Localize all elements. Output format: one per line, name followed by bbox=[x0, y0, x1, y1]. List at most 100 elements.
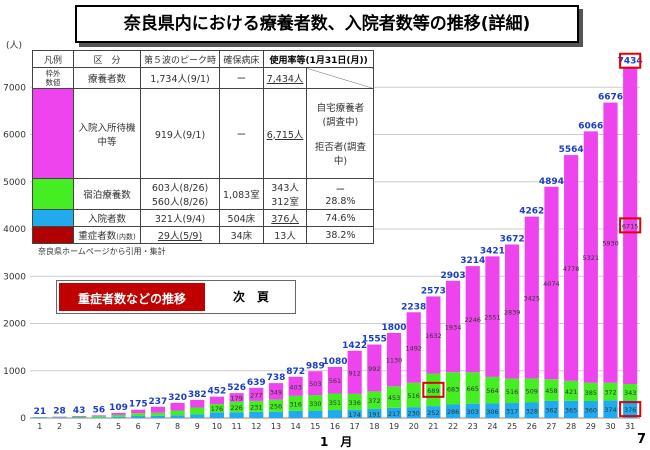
total-value-label: 5564 bbox=[559, 145, 584, 155]
bar-segment-green bbox=[327, 393, 343, 411]
beds-cell: 1,083室 bbox=[219, 178, 264, 210]
bar-segment-green bbox=[150, 412, 165, 416]
segment-value-label: 372 bbox=[368, 397, 380, 405]
legend-table: 凡例 区 分 第５波のピーク時 確保病床 使用率等(1月31日(月)) 枠外 数値… bbox=[32, 50, 375, 244]
bar-segment-blue bbox=[485, 403, 500, 418]
y-tick-label: 5000 bbox=[3, 178, 26, 188]
x-tick-label: 9 bbox=[195, 422, 200, 431]
segment-value-label: 385 bbox=[585, 389, 597, 397]
bar-segment-green bbox=[367, 391, 382, 409]
next-page-button[interactable]: 次 頁 bbox=[232, 290, 269, 304]
beds-cell: 504床 bbox=[219, 209, 264, 227]
bar-segment-blue bbox=[327, 410, 343, 418]
usage-cell: 7,434人 bbox=[262, 67, 308, 89]
bar-segment-green bbox=[131, 413, 146, 416]
segment-value-label: 217 bbox=[388, 410, 400, 418]
x-tick-label: 3 bbox=[77, 422, 82, 431]
segment-value-label: 330 bbox=[309, 400, 321, 408]
total-value-label: 1422 bbox=[342, 341, 367, 351]
total-value-label: 6676 bbox=[598, 93, 623, 103]
peak-header-col: 第５波のピーク時 bbox=[139, 50, 221, 68]
x-tick-label: 10 bbox=[212, 422, 222, 431]
rate-cell: 74.6% bbox=[306, 209, 375, 227]
y-tick-label: 0 bbox=[20, 414, 26, 424]
total-value-label: 4894 bbox=[539, 177, 564, 187]
segment-value-label: 365 bbox=[565, 406, 577, 414]
y-axis-unit: (人) bbox=[6, 41, 23, 51]
x-tick-label: 28 bbox=[566, 422, 576, 431]
segment-value-label: 3425 bbox=[524, 295, 541, 303]
bar-segment-blue bbox=[465, 403, 480, 418]
bar-segment-green bbox=[406, 382, 421, 408]
segment-value-label: 179 bbox=[230, 394, 242, 402]
bar-segment-pink bbox=[150, 406, 165, 413]
x-tick-label: 18 bbox=[369, 422, 379, 431]
segment-value-label: 503 bbox=[309, 380, 321, 388]
x-tick-label: 27 bbox=[546, 422, 556, 431]
bar-segment-pink bbox=[268, 383, 284, 400]
total-value-label: 872 bbox=[286, 367, 305, 377]
bar-segment-pink bbox=[229, 393, 244, 402]
x-tick-label: 7 bbox=[155, 422, 160, 431]
segment-value-label: 374 bbox=[604, 406, 616, 414]
total-value-label: 2238 bbox=[401, 302, 426, 312]
beds-cell: 34床 bbox=[219, 226, 264, 244]
segment-value-label: 689 bbox=[427, 387, 439, 395]
bar-segment-green bbox=[91, 416, 106, 418]
segment-value-label: 1130 bbox=[386, 357, 403, 365]
segment-value-label: 336 bbox=[348, 399, 360, 407]
bar-segment-green bbox=[288, 395, 303, 411]
bar-segment-pink bbox=[367, 344, 382, 392]
segment-value-label: 191 bbox=[368, 410, 380, 418]
legend-swatch-red bbox=[32, 226, 74, 244]
segment-value-label: 6715 bbox=[622, 222, 639, 230]
legend-header-col: 凡例 bbox=[32, 50, 74, 68]
bar-segment-green bbox=[623, 384, 638, 401]
bar-segment-pink bbox=[91, 415, 106, 417]
x-tick-label: 21 bbox=[428, 422, 438, 431]
bar-segment-blue bbox=[249, 411, 264, 418]
segment-value-label: 516 bbox=[407, 392, 419, 400]
segment-value-label: 362 bbox=[545, 406, 557, 414]
segment-value-label: 252 bbox=[427, 409, 439, 417]
segment-value-label: 2246 bbox=[464, 316, 481, 324]
total-value-label: 4262 bbox=[519, 207, 544, 217]
bar-segment-blue bbox=[288, 410, 303, 418]
bar-segment-green bbox=[249, 400, 264, 412]
bar-segment-green bbox=[308, 395, 323, 411]
rate-cell: 自宅療養者(調査中) 拒否者(調査中) bbox=[306, 88, 375, 179]
bar-segment-blue bbox=[131, 415, 146, 418]
bar-segment-blue bbox=[564, 400, 579, 418]
bar-segment-pink bbox=[485, 256, 500, 377]
highlight-box bbox=[422, 381, 445, 398]
bar-segment-pink bbox=[131, 409, 146, 414]
bar-segment-green bbox=[426, 373, 441, 407]
bar-segment-blue bbox=[32, 417, 47, 418]
bar-segment-pink bbox=[505, 244, 520, 379]
segment-value-label: 1492 bbox=[405, 345, 422, 353]
bar-segment-green bbox=[564, 380, 579, 401]
bar-segment-green bbox=[190, 407, 205, 415]
x-axis-month-label: 1 月 bbox=[320, 435, 353, 449]
bar-segment-pink bbox=[583, 131, 598, 383]
total-value-label: 109 bbox=[109, 403, 128, 413]
bar-segment-green bbox=[603, 382, 618, 401]
segment-value-label: 2839 bbox=[504, 309, 521, 317]
nav-box[interactable]: 重症者数などの推移 次 頁 bbox=[56, 280, 296, 314]
x-tick-label: 12 bbox=[251, 422, 261, 431]
bar-segment-pink bbox=[72, 415, 87, 417]
segment-value-label: 1632 bbox=[425, 332, 442, 340]
legend-swatch-pink bbox=[32, 88, 74, 179]
bar-segment-pink bbox=[465, 266, 480, 373]
bar-segment-green bbox=[465, 372, 480, 404]
highlight-box bbox=[619, 52, 642, 69]
segment-value-label: 376 bbox=[624, 406, 636, 414]
bar-segment-blue bbox=[190, 414, 205, 418]
total-value-label: 639 bbox=[247, 378, 266, 388]
table-row-severe: 重症者数(内数) 29人(5/9) 34床 13人 38.2% bbox=[32, 226, 375, 244]
segment-value-label: 360 bbox=[585, 406, 597, 414]
highlight-box bbox=[619, 217, 642, 234]
bar-segment-green bbox=[445, 372, 461, 405]
bar-segment-green bbox=[544, 379, 559, 401]
